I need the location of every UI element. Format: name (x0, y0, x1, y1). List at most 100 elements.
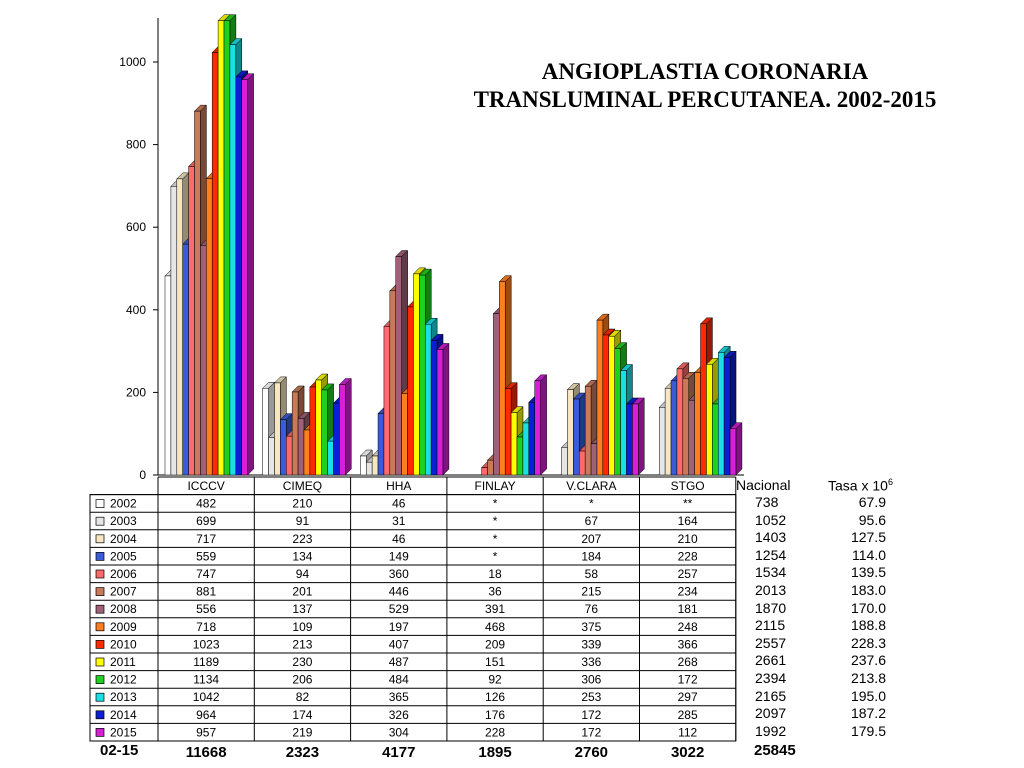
bar (493, 313, 500, 476)
rate-value: 213.8 (850, 669, 886, 686)
nacional-value: 1534 (755, 564, 787, 581)
rate-header: Tasa x 106 (828, 477, 893, 494)
legend-label: 2012 (110, 673, 137, 687)
table-cell: 559 (196, 549, 216, 563)
nacional-header: Nacional (736, 477, 791, 493)
table-cell: 228 (485, 725, 505, 739)
nacional-value: 1254 (755, 546, 787, 563)
rate-header-text: Tasa x 10 (828, 477, 888, 494)
bar (700, 323, 707, 476)
y-tick-label: 800 (126, 138, 146, 152)
legend-label: 2010 (110, 637, 137, 651)
bar (229, 44, 237, 476)
bar (268, 437, 275, 476)
bar (223, 20, 231, 476)
bar (510, 412, 518, 476)
bar (626, 403, 633, 476)
total-value: 3022 (671, 744, 704, 761)
bar (235, 76, 242, 476)
table-cell: 248 (678, 620, 698, 634)
table-cell: 197 (389, 620, 409, 634)
category-label: STGO (671, 479, 705, 493)
table-cell: 137 (292, 602, 312, 616)
table-cell: 18 (488, 567, 502, 581)
rate-value: 228.3 (850, 634, 886, 651)
table-cell: 365 (389, 690, 409, 704)
nacional-value: 2661 (755, 652, 787, 669)
y-tick-label: 0 (139, 468, 146, 482)
legend-label: 2003 (110, 514, 137, 528)
legend-label: 2006 (110, 567, 137, 581)
bar (286, 435, 293, 476)
legend-swatch (95, 657, 105, 667)
legend-swatch (95, 622, 105, 632)
table-cell: 529 (389, 602, 409, 616)
bar (321, 389, 328, 476)
legend-label: 2014 (110, 708, 137, 722)
nacional-values-column: 738 1052 1403 1254 1534 2013 1870 2115 2… (755, 494, 786, 740)
legend-label: 2005 (110, 549, 137, 563)
nacional-value: 1992 (755, 722, 787, 739)
bar (436, 349, 444, 476)
bar (676, 368, 684, 476)
category-label: ICCCV (187, 479, 224, 493)
table-cell: 556 (196, 602, 216, 616)
table-cell: 1134 (193, 673, 219, 687)
bar (579, 450, 586, 476)
bar (670, 380, 678, 476)
table-cell: 151 (485, 655, 505, 669)
nacional-value: 2394 (755, 669, 787, 686)
legend-swatch (95, 552, 105, 561)
table-cell: * (493, 532, 498, 546)
bar (694, 372, 701, 476)
table-cell: 172 (678, 673, 698, 687)
category-label: HHA (386, 479, 411, 493)
table-cell: 391 (485, 602, 505, 616)
table-cell: 881 (196, 585, 216, 599)
table-cell: 31 (392, 514, 406, 528)
bar (291, 391, 299, 476)
table-cell: 58 (585, 567, 599, 581)
bar (211, 52, 219, 476)
legend-swatch (95, 675, 105, 684)
table-cell: * (589, 497, 594, 511)
total-value: 2323 (286, 744, 319, 761)
legend-swatch (95, 640, 105, 649)
bar (712, 403, 719, 476)
bar-side (247, 73, 254, 476)
bar (365, 461, 373, 476)
nacional-value: 1870 (755, 599, 787, 616)
bar (534, 380, 541, 476)
bar (573, 398, 580, 476)
bar (688, 399, 695, 476)
table-cell: 91 (296, 514, 310, 528)
legend-swatch (95, 604, 105, 614)
legend-swatch (95, 728, 105, 737)
legend-swatch (95, 499, 105, 508)
table-cell: 82 (296, 690, 310, 704)
nacional-value: 2557 (755, 634, 787, 651)
totals-label: 02-15 (100, 742, 139, 759)
rate-value: 170.0 (850, 599, 886, 616)
bar (297, 418, 305, 476)
table-cell: 172 (581, 725, 601, 739)
table-cell: 181 (678, 602, 698, 616)
table-cell: 446 (389, 585, 409, 599)
bar (327, 440, 334, 476)
bar (274, 382, 281, 476)
nacional-value: 2115 (755, 617, 786, 634)
table-cell: 228 (678, 549, 698, 563)
rate-header-exponent: 6 (887, 477, 893, 487)
legend-label: 2008 (110, 602, 137, 616)
nacional-value: 738 (755, 494, 779, 510)
bar (584, 385, 592, 476)
legend-swatch (95, 534, 105, 544)
bar-side (735, 422, 743, 476)
table-cell: 223 (292, 532, 312, 546)
table-cell: 253 (581, 690, 601, 704)
nacional-value: 1052 (755, 511, 787, 528)
category-label: V.CLARA (566, 479, 616, 493)
bar (706, 364, 713, 476)
table-cell: 375 (581, 620, 601, 634)
